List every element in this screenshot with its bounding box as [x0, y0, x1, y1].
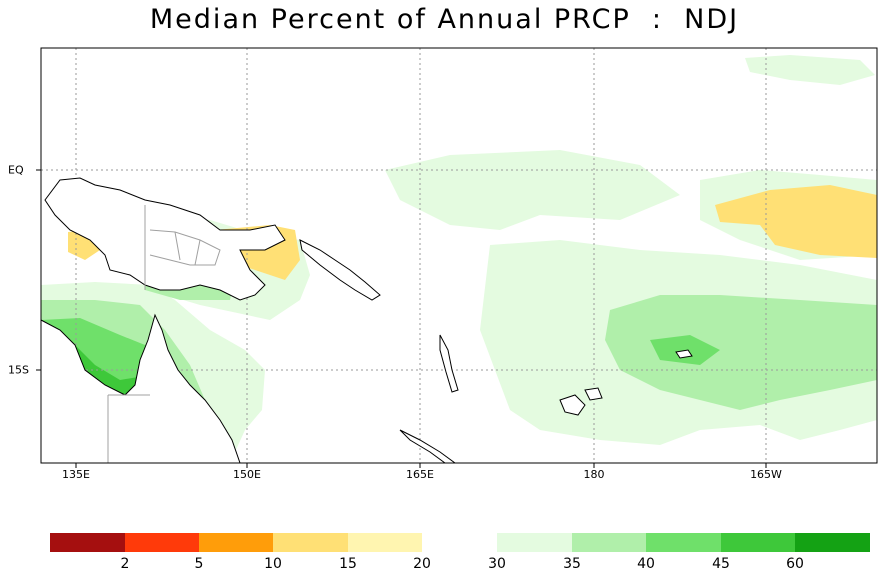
x-tick-label: 135E	[62, 468, 90, 481]
x-tick-label: 165W	[750, 468, 782, 481]
map-title: Median Percent of Annual PRCP : NDJ	[149, 4, 740, 35]
borders	[107, 205, 221, 463]
yellow-field-east	[715, 185, 877, 258]
legend-swatch	[721, 533, 795, 552]
coastline-new-guinea	[44, 177, 286, 301]
x-tick-label: 180	[583, 468, 605, 481]
legend-swatch	[348, 533, 422, 552]
coastline-solomons	[299, 239, 381, 301]
legend-swatch	[125, 533, 199, 552]
tick-marks	[36, 169, 767, 468]
x-tick-label: 150E	[233, 468, 261, 481]
green-field-east-north	[745, 55, 875, 85]
legend-swatch	[497, 533, 572, 552]
green-field-spcz-2	[605, 295, 877, 410]
coastline-australia	[41, 313, 241, 463]
coastline-new-caledonia	[399, 429, 456, 463]
legend-swatch	[572, 533, 646, 552]
legend-dry-bar	[50, 533, 422, 552]
legend-swatch	[50, 533, 125, 552]
legend-label: 2	[120, 556, 130, 572]
legend-swatch	[273, 533, 348, 552]
legend-label: 15	[339, 556, 357, 572]
y-tick-label: EQ	[8, 163, 24, 177]
plot-border	[40, 47, 878, 464]
legend-label: 35	[563, 556, 581, 572]
legend-label: 45	[712, 556, 730, 572]
coastline-samoa	[675, 349, 693, 359]
x-tick-label: 165E	[406, 468, 434, 481]
legend-label: 30	[488, 556, 506, 572]
y-tick-label: 15S	[8, 363, 29, 377]
legend-swatch	[795, 533, 870, 552]
legend-label: 5	[194, 556, 204, 572]
legend-label: 60	[786, 556, 804, 572]
legend-wet-bar	[497, 533, 870, 552]
legend-swatch	[646, 533, 721, 552]
legend-label: 20	[413, 556, 431, 572]
coastlines	[41, 177, 693, 463]
coastline-vanuatu	[439, 334, 459, 393]
coastline-fiji	[559, 394, 586, 416]
legend-label: 40	[637, 556, 655, 572]
legend-swatch	[199, 533, 273, 552]
legend-label: 10	[264, 556, 282, 572]
coastline-fiji-2	[584, 387, 603, 401]
